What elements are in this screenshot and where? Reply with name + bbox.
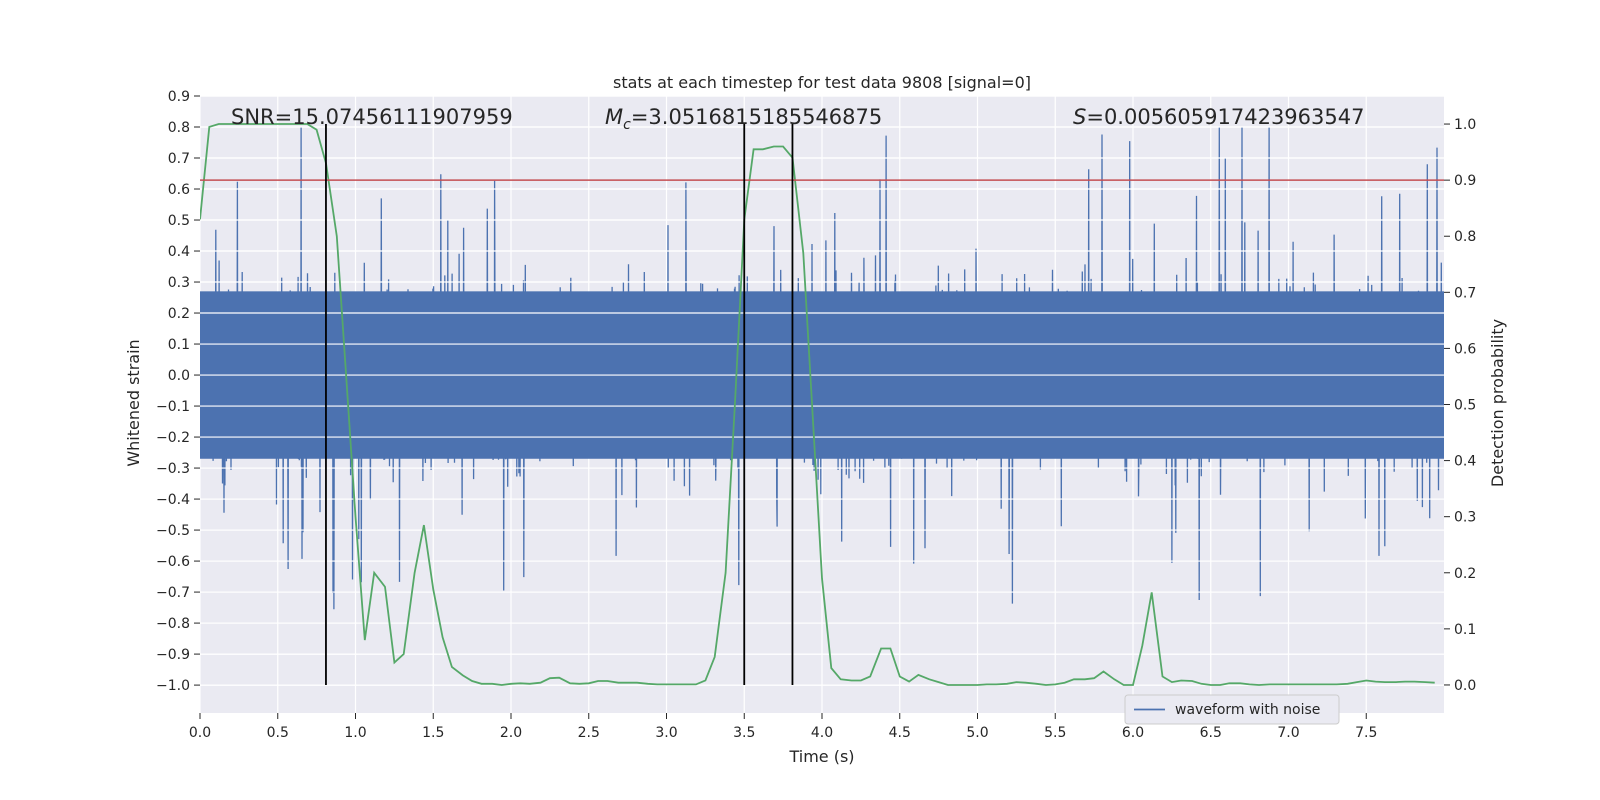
y-axis-right: 1.0 0.9 0.8 0.7 0.6 0.5 0.4 0.3 0.2 0.1 0.0 [1444, 117, 1476, 694]
snr-annotation: SNR=15.07456111907959 [231, 105, 513, 129]
y-left-tick-label: 0.4 [168, 244, 190, 260]
waveform-series [200, 96, 1444, 686]
y-axis-label-right: Detection probability [1488, 319, 1507, 487]
y-right-tick-label: 0.5 [1454, 398, 1476, 414]
y-left-tick-label: 0.6 [168, 182, 190, 198]
s-symbol: S [1073, 105, 1086, 129]
y-left-tick-label: −0.1 [156, 399, 190, 415]
vertical-markers [325, 124, 794, 685]
mc-subscript: c [623, 117, 631, 133]
y-left-tick-label: −1.0 [156, 678, 190, 694]
mc-annotation: Mc=3.0516815185546875 [605, 105, 882, 133]
y-left-tick-label: −0.3 [156, 461, 190, 477]
mc-symbol: M [605, 105, 623, 129]
y-right-tick-label: 0.8 [1454, 229, 1476, 245]
y-right-tick-label: 0.4 [1454, 454, 1476, 470]
y-left-tick-label: 0.9 [168, 89, 190, 105]
y-right-tick-label: 0.6 [1454, 341, 1476, 357]
y-right-tick-label: 0.3 [1454, 510, 1476, 526]
mc-value: =3.0516815185546875 [631, 105, 882, 129]
legend-label: waveform with noise [1175, 702, 1320, 718]
y-left-tick-label: 0.2 [168, 306, 190, 322]
x-tick-label: 1.0 [344, 725, 366, 741]
y-axis-label-left: Whitened strain [124, 339, 143, 466]
y-right-tick-label: 0.1 [1454, 622, 1476, 638]
x-tick-label: 7.0 [1277, 725, 1299, 741]
x-axis: 0.0 0.5 1.0 1.5 2.0 2.5 3.0 3.5 4.0 4.5 5.0 5.5 6.0 6… [189, 713, 1377, 741]
y-left-tick-label: 0.7 [168, 151, 190, 167]
y-left-tick-label: −0.9 [156, 647, 190, 663]
x-tick-label: 6.0 [1122, 725, 1144, 741]
y-left-tick-label: −0.6 [156, 554, 190, 570]
x-tick-label: 2.0 [500, 725, 522, 741]
legend-box [1124, 694, 1340, 725]
y-left-tick-label: −0.5 [156, 523, 190, 539]
detection-probability-line [200, 123, 1435, 686]
y-left-tick-label: −0.7 [156, 585, 190, 601]
x-tick-label: 1.5 [422, 725, 444, 741]
x-tick-label: 5.0 [966, 725, 988, 741]
y-axis-left: 0.9 0.8 0.7 0.6 0.5 0.4 0.3 0.2 0.1 0.0 −0.1 −0.2 −0… [156, 89, 200, 694]
y-left-tick-label: −0.2 [156, 430, 190, 446]
y-left-tick-label: −0.4 [156, 492, 190, 508]
y-right-tick-label: 0.2 [1454, 566, 1476, 582]
x-tick-label: 4.0 [811, 725, 833, 741]
x-tick-label: 4.5 [889, 725, 911, 741]
y-left-tick-label: 0.0 [168, 368, 190, 384]
x-tick-label: 6.5 [1200, 725, 1222, 741]
x-tick-label: 0.0 [189, 725, 211, 741]
y-left-tick-label: −0.8 [156, 616, 190, 632]
legend: waveform with noise [1124, 694, 1340, 725]
y-right-tick-label: 0.0 [1454, 678, 1476, 694]
y-right-tick-label: 0.7 [1454, 285, 1476, 301]
x-tick-label: 7.5 [1355, 725, 1377, 741]
y-left-tick-label: 0.8 [168, 120, 190, 136]
x-tick-label: 0.5 [267, 725, 289, 741]
x-tick-label: 5.5 [1044, 725, 1066, 741]
y-left-tick-label: 0.5 [168, 213, 190, 229]
y-left-tick-label: 0.3 [168, 275, 190, 291]
y-left-tick-label: 0.1 [168, 337, 190, 353]
x-tick-label: 3.0 [655, 725, 677, 741]
x-tick-label: 3.5 [733, 725, 755, 741]
y-right-tick-label: 0.9 [1454, 173, 1476, 189]
x-axis-label: Time (s) [788, 747, 854, 766]
y-right-tick-label: 1.0 [1454, 117, 1476, 133]
s-annotation: S=0.005605917423963547 [1073, 105, 1364, 129]
x-tick-label: 2.5 [578, 725, 600, 741]
s-value: =0.005605917423963547 [1086, 105, 1364, 129]
chart-title: stats at each timestep for test data 980… [613, 73, 1031, 92]
